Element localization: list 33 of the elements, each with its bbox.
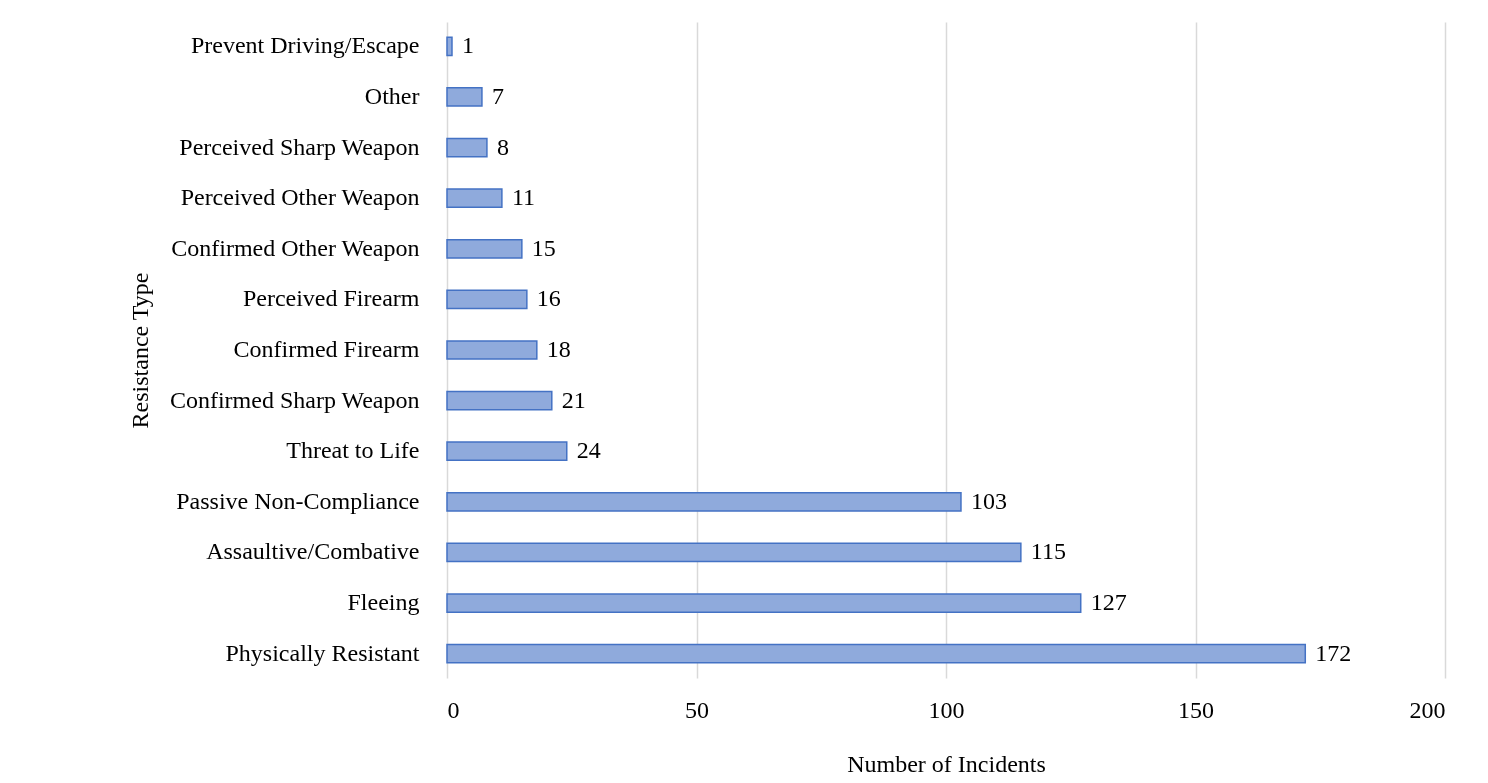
y-tick-label: Passive Non-Compliance — [176, 487, 420, 514]
data-label: 8 — [496, 133, 509, 160]
y-tick-label: Physically Resistant — [225, 639, 420, 666]
data-label: 115 — [1030, 538, 1066, 565]
data-label: 21 — [561, 386, 586, 413]
y-tick-label: Perceived Sharp Weapon — [179, 133, 420, 160]
data-label: 127 — [1090, 589, 1127, 616]
x-axis-title: Number of Incidents — [847, 750, 1046, 777]
y-tick-label: Confirmed Other Weapon — [171, 234, 420, 261]
y-tick-label: Perceived Other Weapon — [180, 184, 420, 211]
x-tick-label: 200 — [1409, 696, 1446, 723]
y-tick-label: Other — [364, 82, 420, 109]
data-label: 16 — [536, 285, 561, 312]
y-tick-label: Perceived Firearm — [242, 285, 420, 312]
x-tick-label: 100 — [928, 696, 965, 723]
y-tick-label: Confirmed Sharp Weapon — [169, 386, 420, 413]
data-label: 24 — [576, 437, 601, 464]
x-tick-label: 150 — [1178, 696, 1214, 723]
data-label: 103 — [970, 487, 1007, 514]
data-label: 15 — [531, 234, 556, 261]
x-tick-label: 50 — [685, 696, 709, 723]
y-tick-label: Fleeing — [347, 589, 420, 616]
data-label: 18 — [546, 336, 571, 362]
y-tick-label: Assaultive/Combative — [206, 538, 420, 565]
y-tick-label: Confirmed Firearm — [233, 336, 420, 362]
data-label: 7 — [491, 82, 504, 109]
y-axis-title: Resistance Type — [126, 272, 153, 429]
y-tick-label: Threat to Life — [286, 437, 420, 464]
x-tick-label: 0 — [447, 696, 460, 723]
data-label: 1 — [461, 32, 474, 59]
data-label: 11 — [511, 184, 535, 211]
y-tick-label: Prevent Driving/Escape — [190, 32, 420, 59]
data-label: 172 — [1315, 639, 1352, 666]
